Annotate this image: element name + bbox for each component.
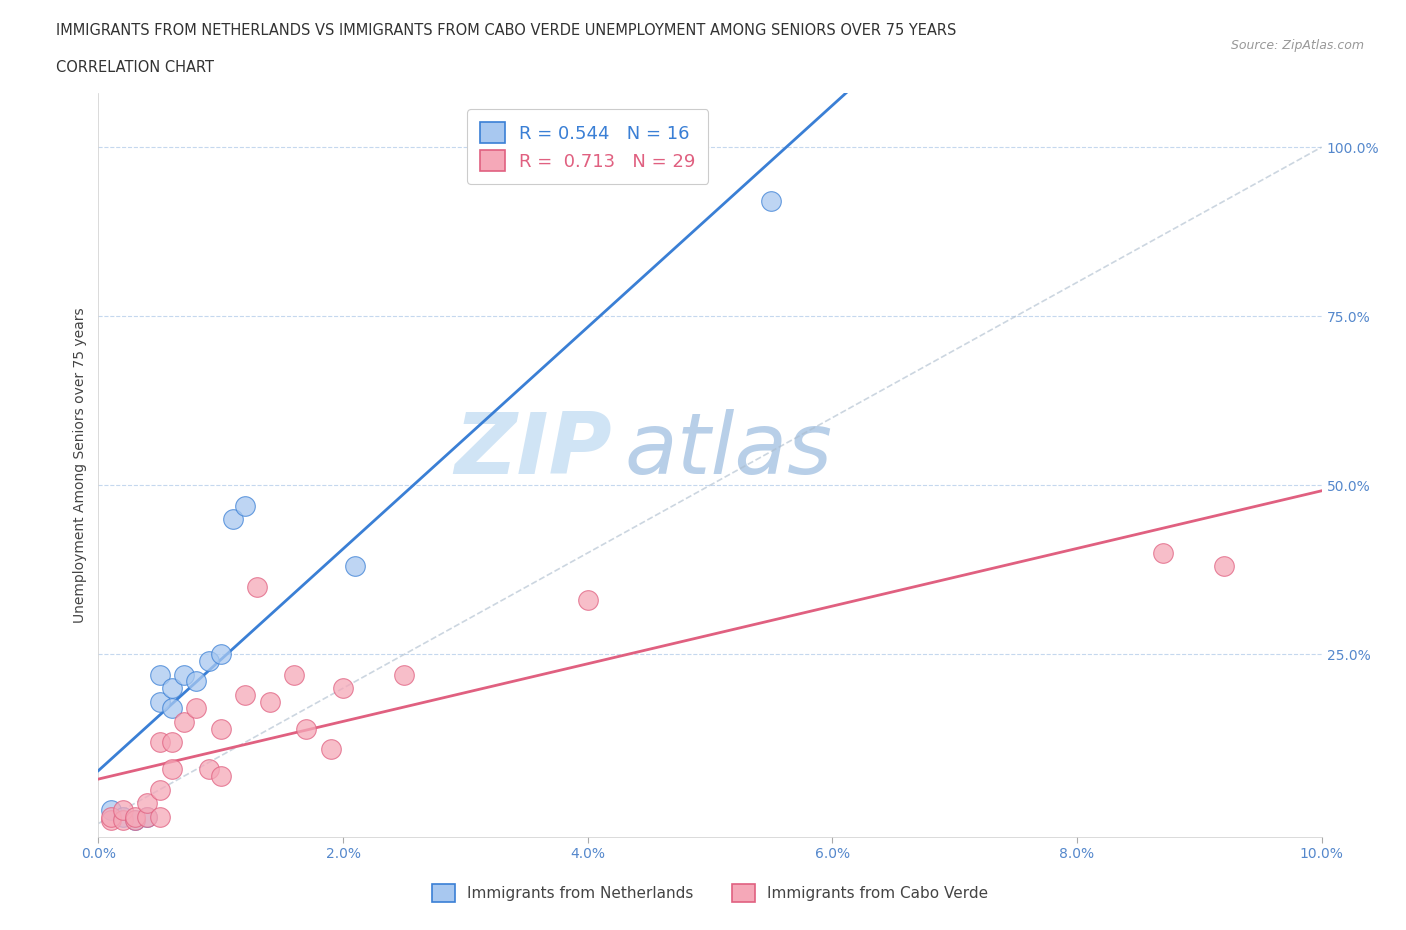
- Point: [111, 813, 134, 828]
- Point: [1152, 546, 1174, 561]
- Point: [197, 654, 219, 669]
- Point: [111, 809, 134, 824]
- Point: [246, 579, 269, 594]
- Point: [295, 722, 318, 737]
- Point: [136, 796, 159, 811]
- Point: [332, 681, 354, 696]
- Point: [283, 667, 305, 682]
- Point: [173, 714, 195, 729]
- Y-axis label: Unemployment Among Seniors over 75 years: Unemployment Among Seniors over 75 years: [73, 307, 87, 623]
- Point: [209, 769, 232, 784]
- Point: [576, 592, 599, 607]
- Point: [149, 695, 172, 710]
- Point: [111, 803, 134, 817]
- Point: [186, 674, 208, 689]
- Point: [149, 782, 172, 797]
- Point: [149, 667, 172, 682]
- Point: [186, 701, 208, 716]
- Point: [209, 722, 232, 737]
- Text: ZIP: ZIP: [454, 408, 612, 492]
- Point: [160, 762, 183, 777]
- Point: [149, 809, 172, 824]
- Point: [319, 741, 342, 756]
- Point: [759, 193, 782, 208]
- Point: [136, 809, 159, 824]
- Point: [160, 701, 183, 716]
- Text: atlas: atlas: [624, 408, 832, 492]
- Point: [209, 647, 232, 662]
- Legend: R = 0.544   N = 16, R =  0.713   N = 29: R = 0.544 N = 16, R = 0.713 N = 29: [467, 110, 709, 184]
- Point: [233, 498, 256, 513]
- Point: [124, 813, 146, 828]
- Point: [149, 735, 172, 750]
- Point: [124, 809, 146, 824]
- Point: [100, 809, 122, 824]
- Point: [233, 687, 256, 702]
- Point: [392, 667, 416, 682]
- Point: [160, 681, 183, 696]
- Text: IMMIGRANTS FROM NETHERLANDS VS IMMIGRANTS FROM CABO VERDE UNEMPLOYMENT AMONG SEN: IMMIGRANTS FROM NETHERLANDS VS IMMIGRANT…: [56, 23, 956, 38]
- Legend: Immigrants from Netherlands, Immigrants from Cabo Verde: Immigrants from Netherlands, Immigrants …: [425, 876, 995, 910]
- Point: [100, 803, 122, 817]
- Point: [1212, 559, 1234, 574]
- Text: CORRELATION CHART: CORRELATION CHART: [56, 60, 214, 75]
- Point: [222, 512, 245, 526]
- Point: [173, 667, 195, 682]
- Point: [100, 813, 122, 828]
- Point: [259, 695, 281, 710]
- Point: [136, 809, 159, 824]
- Point: [197, 762, 219, 777]
- Point: [124, 813, 146, 828]
- Text: Source: ZipAtlas.com: Source: ZipAtlas.com: [1230, 39, 1364, 52]
- Point: [344, 559, 367, 574]
- Point: [160, 735, 183, 750]
